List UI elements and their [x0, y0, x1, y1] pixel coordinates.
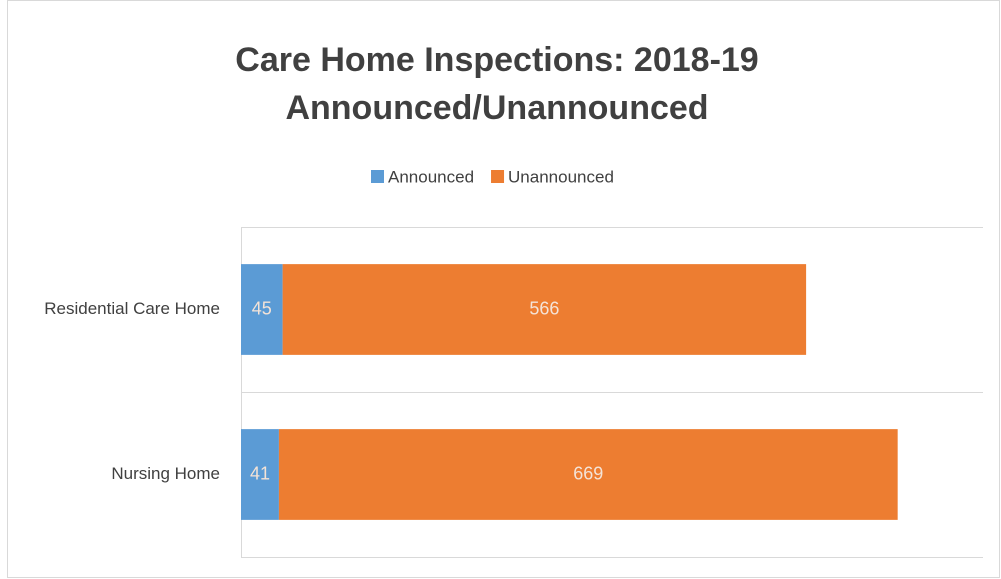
chart-title: Announced/Unannounced [285, 89, 708, 127]
legend-label: Announced [388, 167, 474, 186]
bar-segment [241, 429, 279, 520]
bar-segment [278, 429, 898, 520]
category-label: Residential Care Home [44, 299, 220, 318]
data-label: 41 [250, 463, 270, 483]
data-label: 669 [573, 463, 603, 483]
chart-title: Care Home Inspections: 2018-19 [235, 41, 758, 79]
legend-swatch [491, 170, 505, 183]
data-label: 45 [252, 298, 272, 318]
legend-swatch [371, 170, 384, 183]
category-label: Nursing Home [111, 464, 220, 483]
legend-label: Unannounced [508, 167, 614, 186]
data-label: 566 [529, 298, 559, 318]
bar-segment [241, 264, 283, 355]
bar-segment [282, 264, 807, 355]
